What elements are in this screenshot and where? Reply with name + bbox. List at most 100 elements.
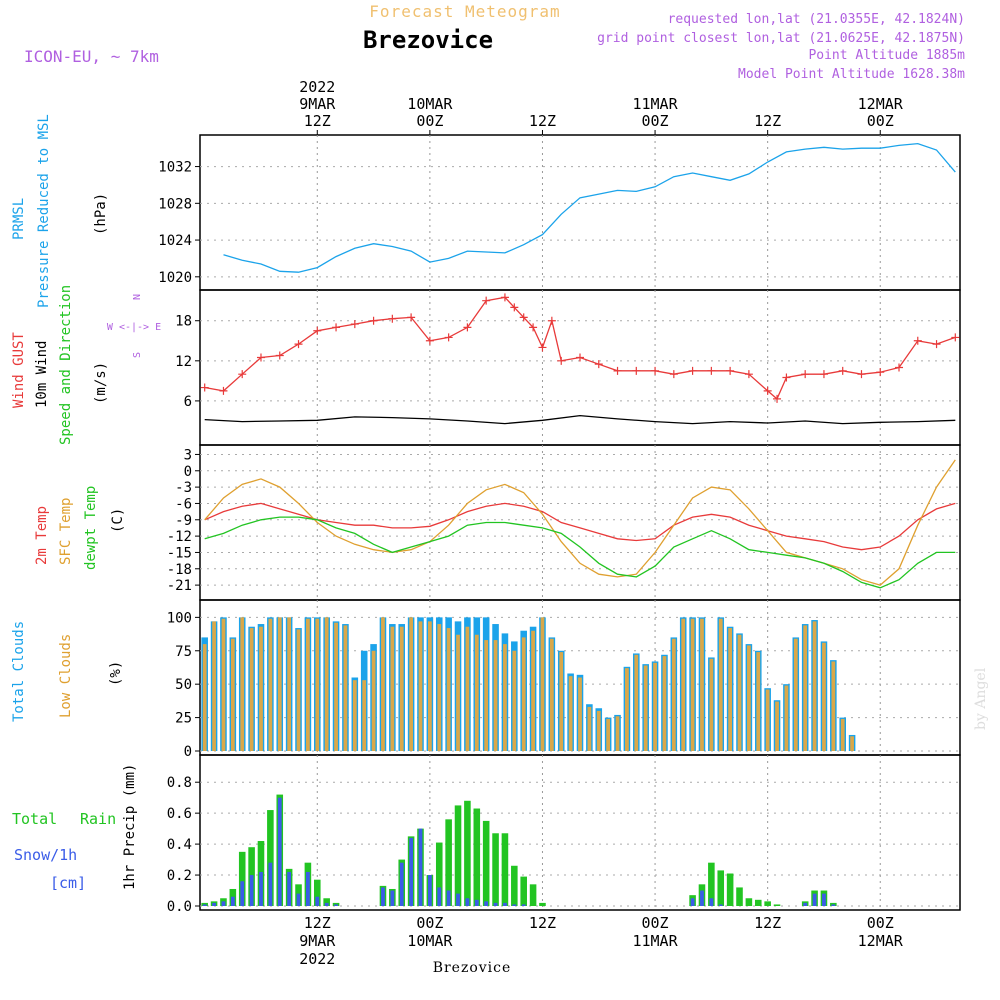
wind-unit: (m/s) — [93, 362, 109, 404]
rain-bar — [764, 901, 771, 906]
snow-bar — [390, 890, 395, 906]
wind-panel — [199, 289, 961, 446]
gust-marker — [576, 353, 584, 362]
snow-bar — [240, 881, 245, 906]
rain-bar — [708, 862, 715, 906]
dewpt-line — [204, 516, 956, 589]
rain-bar — [736, 887, 743, 906]
rain-bar — [473, 808, 481, 906]
low-cloud-bar — [503, 644, 507, 751]
gust-marker — [425, 336, 434, 345]
low-cloud-bar — [212, 621, 216, 751]
snow-bar — [503, 902, 507, 906]
bottom-date-label: 10MAR — [407, 932, 453, 950]
top-hour-label: 12Z — [529, 112, 556, 130]
low-cloud-bar — [756, 652, 761, 751]
low-cloud-bar — [587, 706, 592, 751]
data-marks — [200, 142, 960, 906]
top-hour-label: 12Z — [754, 112, 781, 130]
snow-bar — [202, 904, 207, 906]
y-tick-label: -9 — [175, 513, 192, 529]
snow-bar — [287, 871, 292, 906]
y-tick-label: 0.2 — [167, 868, 192, 884]
low-cloud-bar — [268, 618, 273, 751]
snow-bar — [230, 896, 235, 906]
total-clouds-label: Total Clouds — [11, 621, 27, 722]
y-tick-label: -15 — [167, 545, 192, 561]
low-cloud-bar — [653, 662, 657, 751]
gust-marker — [407, 313, 416, 322]
y-tick-label: 1028 — [158, 196, 192, 212]
low-cloud-bar — [747, 645, 751, 751]
snow-bar — [474, 899, 479, 906]
top-hour-label: 00Z — [416, 112, 443, 130]
y-tick-label: 1020 — [158, 270, 192, 286]
y-tick-label: 25 — [175, 711, 192, 727]
y-tick-label: 12 — [175, 354, 192, 370]
rain-bar — [482, 820, 490, 906]
low-cloud-bar — [512, 650, 517, 751]
sfc-temp-label: SFC Temp — [58, 498, 74, 565]
compass-n: N — [132, 294, 143, 300]
y-tick-label: -6 — [175, 496, 192, 512]
top-hour-label: 00Z — [867, 112, 894, 130]
low-cloud-bar — [540, 617, 545, 751]
bottom-hour-label: 12Z — [529, 914, 556, 932]
rain-bar — [529, 884, 537, 906]
gust-marker — [500, 293, 509, 302]
snow-bar — [418, 828, 423, 906]
rain-bar — [267, 810, 274, 906]
low-cloud-bar — [324, 617, 329, 751]
rain-bar — [445, 819, 452, 906]
low-cloud-bar — [765, 689, 770, 751]
low-cloud-bar — [606, 718, 611, 751]
bottom-date-label: 9MAR — [299, 932, 336, 950]
low-cloud-bar — [428, 621, 432, 751]
snow-bar — [428, 875, 432, 906]
rain-bar — [501, 833, 509, 906]
snow-bar — [296, 893, 301, 906]
snow-bar — [831, 904, 836, 906]
gust-marker — [651, 366, 660, 375]
gust-marker — [200, 383, 209, 392]
top-date-label: 10MAR — [407, 95, 453, 113]
gust-marker — [594, 360, 603, 369]
gust-marker — [510, 303, 519, 312]
low-cloud-bar — [381, 617, 385, 751]
low-cloud-bar — [671, 638, 676, 751]
gust-marker — [857, 370, 866, 379]
rain-bar — [539, 902, 546, 906]
bottom-hour-label: 00Z — [416, 914, 443, 932]
gust-marker — [519, 313, 528, 322]
top-hour-label: 12Z — [304, 112, 331, 130]
model-label: ICON-EU, ~ 7km — [24, 47, 159, 66]
top-date-label: 9MAR — [299, 95, 336, 113]
snow-bar — [446, 890, 451, 906]
low-cloud-bar — [531, 630, 535, 751]
low-cloud-bar — [718, 618, 723, 751]
low-cloud-bar — [521, 637, 526, 751]
low-cloud-bar — [690, 618, 695, 751]
gust-marker — [951, 333, 960, 342]
rain-bar — [492, 833, 499, 906]
gust-marker — [613, 366, 622, 375]
snow-bar — [381, 887, 385, 906]
gust-marker — [801, 370, 810, 379]
low-cloud-bar — [775, 701, 779, 751]
gust-marker — [463, 323, 472, 332]
y-tick-label: 0.4 — [167, 837, 192, 853]
snow-bar — [709, 898, 714, 906]
rain-bar — [717, 870, 725, 906]
y-tick-label: 0 — [184, 744, 192, 760]
gust-marker — [529, 323, 538, 332]
gust-marker — [557, 356, 566, 365]
snow-bar — [249, 875, 254, 906]
low-cloud-bar — [634, 654, 639, 751]
temperature-labels: 2m Temp SFC Temp dewpt Temp (C) — [34, 486, 126, 570]
low-cloud-bar — [784, 685, 789, 751]
gust-marker — [369, 316, 378, 325]
low-cloud-bar — [850, 736, 854, 751]
bottom-date-label: 12MAR — [858, 932, 904, 950]
snow-bar — [484, 901, 489, 906]
